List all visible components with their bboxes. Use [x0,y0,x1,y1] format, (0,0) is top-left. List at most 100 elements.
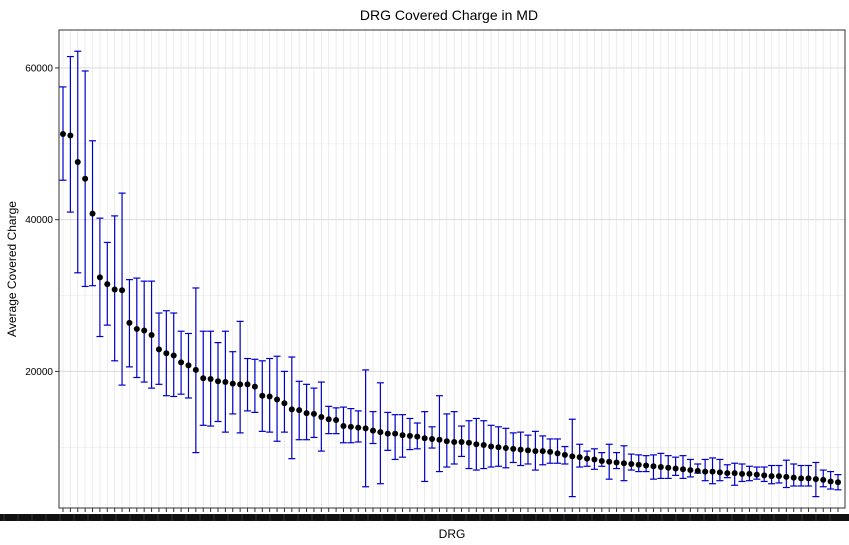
data-point [576,454,583,461]
data-point [517,446,524,453]
data-point [480,442,487,449]
data-point [362,425,369,432]
data-point [473,441,480,448]
data-point [547,448,554,455]
data-point [687,467,694,474]
data-point [827,478,834,485]
data-point [333,416,340,423]
data-point [429,435,436,442]
data-point [310,410,317,417]
data-point [178,359,185,366]
data-point [244,381,251,388]
data-point [60,130,66,137]
data-point [281,400,288,407]
data-point [650,463,657,470]
data-point [148,332,155,339]
data-point [421,435,428,442]
data-point [702,468,709,475]
data-point [192,366,199,373]
data-point [259,392,266,399]
data-point [185,362,192,369]
data-point [377,429,384,436]
data-point [74,159,81,166]
data-point [370,427,376,434]
data-point [775,473,782,480]
data-point [111,286,118,293]
data-point [288,406,295,413]
data-point [89,210,96,217]
data-point [340,423,347,430]
error-bars [59,50,842,498]
data-point [170,352,177,359]
y-tick-label: 40000 [25,215,53,226]
data-point [207,376,214,383]
data-point [672,465,679,472]
x-axis [0,508,849,521]
data-point [296,407,303,414]
y-tick-label: 20000 [25,367,53,378]
data-point [798,475,805,482]
data-point [104,281,111,288]
data-point [790,474,797,481]
data-point [584,455,591,462]
data-point [783,473,790,480]
data-point [163,350,170,357]
data-point [835,479,841,486]
data-point [716,469,723,476]
error-bar [236,320,244,434]
data-point [200,375,207,382]
data-point [266,393,273,400]
data-point [620,460,627,467]
data-point [274,396,281,403]
data-point [613,459,620,466]
data-point [465,439,472,446]
data-point [384,430,391,437]
data-point [392,430,399,437]
data-point [458,438,465,445]
data-point [155,346,162,353]
data-point [525,447,531,454]
data-point [761,472,768,479]
y-axis-label: Average Covered Charge [5,201,19,337]
error-bar [369,411,377,445]
data-point [96,274,103,281]
data-points [60,130,841,486]
data-point [643,462,650,469]
data-point [812,476,819,483]
data-point [569,453,576,460]
data-point [133,325,140,332]
data-point [635,461,642,468]
data-point [488,443,495,450]
data-point [82,175,89,182]
error-bar [450,411,458,465]
y-axis: 20000 40000 60000 [25,63,59,378]
x-axis-label: DRG [439,527,466,541]
data-point [406,432,413,439]
data-point [606,458,613,465]
data-point [680,466,686,473]
data-point [443,438,450,445]
data-point [753,471,760,478]
data-point [355,424,362,431]
data-point [67,132,74,139]
error-bar [421,411,429,483]
data-point [414,433,421,440]
data-point [665,464,672,471]
data-point [628,460,635,467]
data-point [709,468,716,475]
error-bar [782,459,790,489]
data-point [126,319,133,326]
data-point [399,432,406,439]
y-tick-label: 60000 [25,63,53,74]
x-tick-labels-overplotted [0,514,849,521]
data-point [805,475,812,482]
chart-title: DRG Covered Charge in MD [360,7,538,23]
data-point [768,473,775,480]
data-point [598,457,605,464]
data-point [303,410,310,417]
data-point [436,436,443,443]
data-point [539,448,546,455]
data-point [657,464,664,471]
